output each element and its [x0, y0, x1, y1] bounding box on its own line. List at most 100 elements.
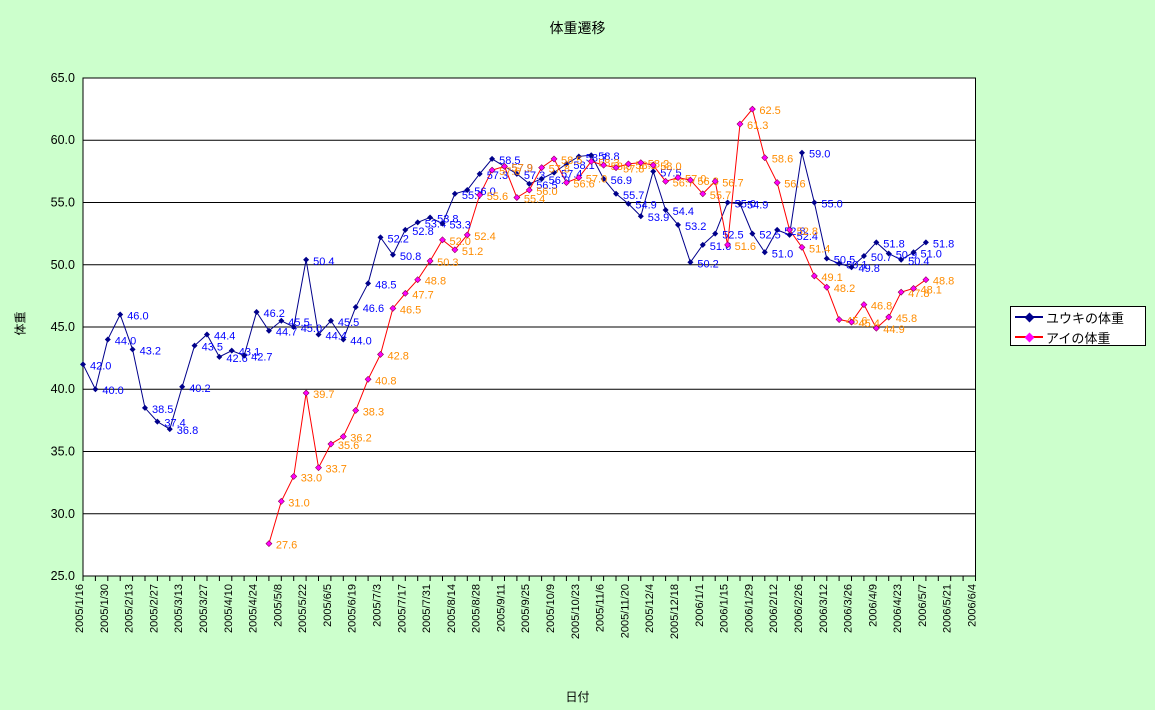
svg-text:61.3: 61.3 [747, 120, 768, 132]
svg-text:49.1: 49.1 [821, 272, 842, 284]
svg-text:51.4: 51.4 [809, 243, 830, 255]
svg-text:2006/3/26: 2006/3/26 [843, 584, 855, 633]
svg-text:51.8: 51.8 [883, 238, 904, 250]
svg-text:42.8: 42.8 [388, 350, 409, 362]
svg-text:55.0: 55.0 [821, 199, 842, 211]
svg-text:2005/1/16: 2005/1/16 [74, 584, 86, 633]
svg-text:52.2: 52.2 [388, 233, 409, 245]
svg-text:2005/5/8: 2005/5/8 [272, 584, 284, 627]
svg-text:46.0: 46.0 [127, 311, 148, 323]
svg-text:52.5: 52.5 [722, 230, 743, 242]
svg-text:56.9: 56.9 [611, 175, 632, 187]
svg-text:2006/2/26: 2006/2/26 [793, 584, 805, 633]
svg-text:46.6: 46.6 [363, 303, 384, 315]
svg-text:2005/6/5: 2005/6/5 [322, 584, 334, 627]
svg-text:2005/3/13: 2005/3/13 [173, 584, 185, 633]
svg-text:44.0: 44.0 [350, 336, 371, 348]
svg-text:39.7: 39.7 [313, 389, 334, 401]
svg-text:42.7: 42.7 [251, 352, 272, 364]
svg-text:38.3: 38.3 [363, 406, 384, 418]
svg-text:2005/7/31: 2005/7/31 [421, 584, 433, 633]
svg-text:2005/8/28: 2005/8/28 [471, 584, 483, 633]
svg-text:43.2: 43.2 [140, 345, 161, 357]
svg-text:46.8: 46.8 [871, 301, 892, 313]
svg-text:2005/7/17: 2005/7/17 [396, 584, 408, 633]
svg-text:44.9: 44.9 [883, 324, 904, 336]
svg-text:2006/4/9: 2006/4/9 [867, 584, 879, 627]
svg-text:2005/10/9: 2005/10/9 [545, 584, 557, 633]
svg-text:30.0: 30.0 [51, 507, 75, 521]
svg-text:55.0: 55.0 [51, 196, 75, 210]
svg-text:52.4: 52.4 [474, 231, 495, 243]
svg-text:45.5: 45.5 [338, 317, 359, 329]
svg-text:50.2: 50.2 [697, 258, 718, 270]
svg-text:44.0: 44.0 [115, 336, 136, 348]
svg-text:50.8: 50.8 [400, 251, 421, 263]
svg-text:2005/12/4: 2005/12/4 [644, 584, 656, 633]
svg-text:55.7: 55.7 [710, 190, 731, 202]
svg-text:2005/1/30: 2005/1/30 [99, 584, 111, 633]
svg-text:35.0: 35.0 [51, 445, 75, 459]
svg-text:62.5: 62.5 [759, 105, 780, 117]
svg-text:2005/2/27: 2005/2/27 [148, 584, 160, 633]
svg-text:38.5: 38.5 [152, 404, 173, 416]
svg-text:40.0: 40.0 [51, 382, 75, 396]
svg-text:45.0: 45.0 [51, 320, 75, 334]
svg-text:2006/5/21: 2006/5/21 [942, 584, 954, 633]
svg-text:60.0: 60.0 [51, 133, 75, 147]
svg-text:54.4: 54.4 [673, 206, 694, 218]
svg-text:48.2: 48.2 [834, 283, 855, 295]
svg-text:45.8: 45.8 [896, 313, 917, 325]
svg-text:2006/2/12: 2006/2/12 [768, 584, 780, 633]
svg-text:25.0: 25.0 [51, 569, 75, 583]
svg-text:2005/9/25: 2005/9/25 [520, 584, 532, 633]
svg-text:51.2: 51.2 [462, 246, 483, 258]
svg-text:56.6: 56.6 [784, 179, 805, 191]
svg-text:48.5: 48.5 [375, 279, 396, 291]
svg-text:2005/11/6: 2005/11/6 [595, 584, 607, 632]
svg-text:2005/4/24: 2005/4/24 [248, 584, 260, 633]
svg-text:40.0: 40.0 [102, 385, 123, 397]
svg-text:57.9: 57.9 [512, 162, 533, 174]
svg-text:2006/1/1: 2006/1/1 [694, 584, 706, 627]
svg-text:2006/1/15: 2006/1/15 [719, 584, 731, 633]
svg-text:51.0: 51.0 [772, 248, 793, 260]
svg-text:56.0: 56.0 [536, 186, 557, 198]
svg-text:50.0: 50.0 [51, 258, 75, 272]
svg-text:40.8: 40.8 [375, 375, 396, 387]
svg-text:36.8: 36.8 [177, 425, 198, 437]
svg-text:2005/9/11: 2005/9/11 [496, 584, 508, 632]
svg-text:58.5: 58.5 [561, 155, 582, 167]
svg-text:52.8: 52.8 [797, 226, 818, 238]
svg-text:44.4: 44.4 [214, 331, 235, 343]
svg-text:50.3: 50.3 [437, 257, 458, 269]
svg-text:51.8: 51.8 [933, 238, 954, 250]
svg-text:53.9: 53.9 [648, 212, 669, 224]
svg-text:2006/6/4: 2006/6/4 [967, 584, 979, 627]
svg-text:50.4: 50.4 [313, 256, 334, 268]
svg-text:40.2: 40.2 [189, 383, 210, 395]
svg-text:36.2: 36.2 [350, 433, 371, 445]
svg-text:2005/11/20: 2005/11/20 [619, 584, 631, 638]
svg-text:56.7: 56.7 [722, 177, 743, 189]
svg-text:33.7: 33.7 [326, 464, 347, 476]
svg-text:54.9: 54.9 [747, 200, 768, 212]
svg-text:2005/10/23: 2005/10/23 [570, 584, 582, 639]
svg-text:2005/7/3: 2005/7/3 [372, 584, 384, 627]
svg-text:58.6: 58.6 [772, 154, 793, 166]
svg-text:53.2: 53.2 [685, 221, 706, 233]
svg-text:47.7: 47.7 [412, 289, 433, 301]
svg-text:57.0: 57.0 [586, 174, 607, 186]
svg-text:51.6: 51.6 [735, 241, 756, 253]
svg-text:2006/4/23: 2006/4/23 [892, 584, 904, 633]
svg-text:42.0: 42.0 [90, 360, 111, 372]
svg-text:55.6: 55.6 [487, 191, 508, 203]
svg-text:58.0: 58.0 [660, 161, 681, 173]
svg-text:2005/8/14: 2005/8/14 [446, 584, 458, 633]
svg-text:59.0: 59.0 [809, 149, 830, 161]
svg-text:2005/3/27: 2005/3/27 [198, 584, 210, 633]
svg-text:2006/5/7: 2006/5/7 [917, 584, 929, 627]
svg-text:2005/6/19: 2005/6/19 [347, 584, 359, 633]
svg-text:53.3: 53.3 [450, 220, 471, 232]
svg-text:2006/1/29: 2006/1/29 [743, 584, 755, 633]
